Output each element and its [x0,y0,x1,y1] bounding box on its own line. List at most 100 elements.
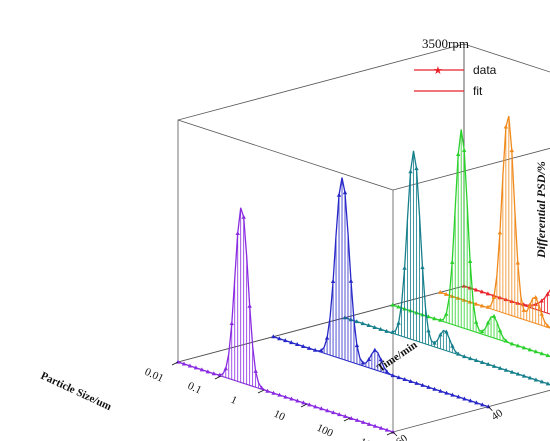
data-marker [337,412,342,417]
data-marker [390,302,395,307]
data-marker [414,166,419,171]
data-marker [372,423,378,428]
data-marker [479,359,485,364]
data-marker [343,414,348,419]
x-tick [300,403,308,408]
x-tick [171,361,179,366]
data-marker [461,147,467,152]
data-marker [384,427,390,432]
data-marker [473,319,479,324]
chart-frame [176,43,550,433]
data-marker [503,124,509,129]
data-marker [426,328,431,333]
data-marker [485,361,491,366]
data-marker [408,378,413,383]
data-marker [521,307,526,312]
data-marker [539,311,544,316]
data-marker [193,365,199,370]
data-marker [295,398,300,403]
data-marker [271,334,276,339]
data-marker [533,377,539,382]
series-t15 [390,129,550,358]
data-marker [366,323,371,328]
data-marker [539,298,544,303]
series-layer [175,115,550,434]
data-marker [443,291,449,296]
data-marker [533,349,539,354]
data-marker [491,313,497,318]
data-marker [408,169,413,174]
data-marker [318,348,324,353]
data-marker [509,341,515,346]
data-marker [199,367,205,372]
data-marker [420,265,425,270]
data-marker [300,343,306,348]
data-marker [396,375,401,380]
data-marker [336,192,342,197]
data-marker [420,382,425,387]
x-tick-label: 0.01 [143,366,166,385]
fit-curve [344,150,550,386]
data-marker [485,320,491,325]
data-marker [432,340,437,345]
data-marker [509,148,515,153]
data-marker [312,347,318,352]
x-tick [386,431,394,436]
data-marker [378,425,384,430]
data-marker [384,328,389,333]
data-marker [354,343,360,348]
z-axis-title: Differential PSD/% [534,161,548,259]
data-marker [277,336,282,341]
data-marker [432,386,437,391]
data-marker [402,265,407,270]
data-marker [545,291,550,296]
data-marker [378,326,383,331]
data-marker [462,396,467,401]
data-marker [295,342,300,347]
data-marker [241,214,246,219]
data-marker [307,402,312,407]
data-marker [414,380,419,385]
x-tick [257,389,265,394]
legend-data-label: data [473,63,497,77]
data-marker [503,367,509,372]
legend-title: 3500rpm [422,36,469,51]
y-axis-title: Time/min [375,339,420,374]
data-marker [437,289,443,294]
star-icon: ★ [433,64,443,77]
data-marker [497,328,503,333]
y-tick [488,406,493,411]
data-marker [491,363,497,368]
data-marker [265,388,270,393]
data-marker [378,357,384,362]
y-tick [392,431,398,437]
data-marker [474,400,479,405]
axes-layer: 051015200.010.111010010000515254060 [143,361,506,441]
data-marker [384,369,390,374]
data-marker [366,356,372,361]
data-marker [253,368,258,373]
data-marker [497,230,503,235]
data-marker [456,394,461,399]
data-marker [545,323,550,328]
data-marker [426,384,431,389]
data-marker [444,311,449,316]
data-marker [271,390,276,395]
data-marker [527,375,533,380]
data-marker [372,347,378,352]
data-marker [289,340,294,345]
y-tick-label: 60 [394,432,410,441]
data-marker [438,317,443,322]
data-marker [223,366,228,371]
x-tick-label: 1000 [358,436,383,441]
series-t60 [175,207,396,434]
data-marker [360,360,366,365]
data-marker [396,320,401,325]
data-marker [497,365,503,370]
data-marker [473,301,479,306]
data-marker [485,291,491,296]
data-marker [360,321,365,326]
data-marker [515,260,521,265]
legend-fit-label: fit [473,84,483,98]
data-marker [325,408,330,413]
